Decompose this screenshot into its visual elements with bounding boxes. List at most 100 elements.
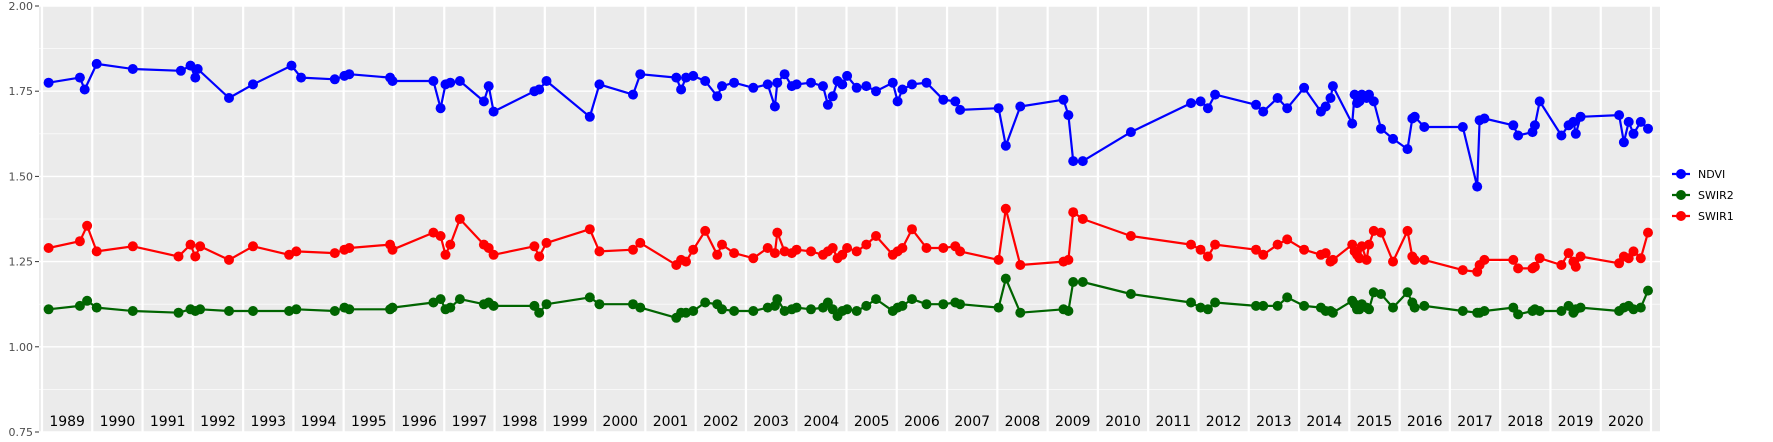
data-point	[1628, 128, 1639, 139]
x-year-label: 2003	[753, 414, 789, 430]
data-point	[887, 77, 898, 88]
data-point	[173, 251, 184, 262]
data-point	[851, 82, 862, 93]
x-year-label: 2005	[854, 414, 890, 430]
data-point	[291, 304, 302, 315]
data-point	[1534, 96, 1545, 107]
data-point	[43, 304, 54, 315]
data-point	[762, 79, 773, 90]
data-point	[827, 243, 838, 253]
data-point	[1299, 82, 1310, 93]
data-point	[91, 58, 102, 69]
data-point	[676, 84, 687, 95]
data-point	[1508, 254, 1519, 265]
data-point	[1419, 122, 1430, 132]
data-point	[1000, 140, 1011, 151]
data-point	[1195, 244, 1206, 255]
data-point	[1258, 106, 1269, 117]
data-point	[454, 76, 465, 86]
data-point	[921, 77, 932, 88]
data-point	[1513, 309, 1524, 320]
data-point	[224, 254, 234, 265]
data-point	[541, 237, 552, 248]
data-point	[1063, 306, 1074, 316]
data-point	[584, 111, 595, 122]
x-year-label: 1999	[552, 414, 588, 430]
data-point	[329, 306, 340, 316]
data-point	[871, 86, 881, 97]
data-point	[842, 70, 853, 81]
data-point	[791, 302, 802, 313]
data-point	[729, 77, 740, 88]
data-point	[1063, 254, 1074, 265]
data-point	[938, 243, 949, 253]
data-point	[1251, 300, 1261, 311]
data-point	[195, 241, 206, 252]
legend-item-ndvi: NDVI	[1672, 168, 1725, 181]
minor-gridlines	[39, 48, 1660, 390]
data-point	[897, 300, 908, 311]
data-point	[1202, 103, 1213, 114]
data-point	[91, 246, 102, 257]
legend: NDVI SWIR2 SWIR1	[1672, 168, 1734, 223]
data-point	[79, 84, 90, 95]
x-year-label: 2016	[1407, 414, 1443, 430]
data-point	[224, 93, 234, 103]
x-year-label: 1989	[49, 414, 85, 430]
legend-label: SWIR2	[1698, 189, 1734, 202]
data-point	[688, 70, 699, 81]
data-point	[762, 243, 773, 253]
data-point	[1534, 306, 1545, 316]
data-point	[955, 246, 966, 257]
data-point	[791, 79, 802, 90]
data-point	[1479, 306, 1490, 316]
data-point	[1534, 253, 1545, 264]
data-point	[82, 295, 93, 306]
data-point	[921, 243, 932, 253]
data-point	[82, 220, 93, 231]
data-point	[1508, 120, 1519, 131]
data-point	[851, 246, 862, 257]
data-point	[897, 84, 908, 95]
data-point	[717, 239, 727, 250]
data-point	[329, 74, 340, 85]
data-point	[74, 300, 85, 311]
data-point	[1376, 123, 1386, 134]
x-year-label: 2020	[1608, 414, 1644, 430]
y-tick-label: 2.00	[9, 0, 34, 13]
data-point	[1618, 137, 1629, 148]
data-point	[993, 302, 1004, 313]
x-year-label: 2018	[1507, 414, 1543, 430]
data-point	[454, 214, 465, 224]
data-point	[700, 76, 711, 86]
x-year-label: 2001	[653, 414, 689, 430]
data-point	[248, 241, 258, 252]
x-year-label: 2008	[1005, 414, 1041, 430]
data-point	[1556, 130, 1567, 141]
data-point	[1575, 111, 1586, 122]
data-point	[1210, 239, 1221, 250]
y-axis: 0.75 1.00 1.25 1.50 1.75 2.00	[9, 0, 39, 439]
data-point	[671, 72, 682, 83]
data-point	[1472, 181, 1483, 192]
data-point	[892, 96, 903, 107]
y-tick-label: 1.75	[9, 85, 34, 98]
x-year-label: 1990	[100, 414, 136, 430]
data-point	[43, 77, 54, 88]
data-point	[127, 306, 138, 316]
data-point	[1419, 254, 1430, 265]
data-point	[818, 81, 828, 92]
data-point	[955, 299, 966, 310]
data-point	[173, 307, 184, 318]
data-point	[921, 299, 932, 310]
data-point	[1327, 254, 1338, 265]
data-point	[248, 306, 258, 316]
data-point	[224, 306, 234, 316]
data-point	[1282, 292, 1293, 303]
data-point	[1272, 93, 1283, 103]
x-year-label: 1997	[452, 414, 488, 430]
data-point	[1272, 300, 1283, 311]
data-point	[1258, 249, 1269, 260]
data-point	[806, 77, 816, 88]
